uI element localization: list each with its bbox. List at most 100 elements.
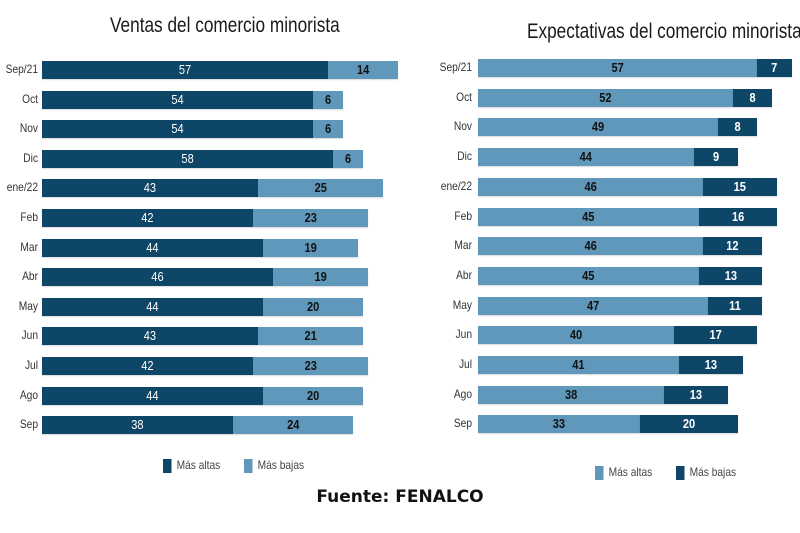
data-label: 6 (345, 150, 352, 166)
category-label: Dic (457, 149, 472, 164)
bar-segment-mas-altas (478, 118, 719, 137)
bar-segment-mas-altas (42, 357, 253, 375)
data-label: 46 (584, 238, 597, 254)
bar-segment-mas-bajas (262, 386, 364, 405)
data-label: 12 (726, 238, 739, 254)
data-label: 44 (579, 149, 592, 165)
legend-item: Más bajas (676, 465, 736, 480)
data-label: 42 (141, 210, 154, 225)
data-label: 20 (306, 298, 320, 314)
chart-title: Expectativas del comercio minorista (527, 20, 800, 43)
data-label: 24 (286, 417, 300, 433)
data-label: 46 (151, 269, 164, 285)
data-label: 6 (325, 91, 332, 107)
data-label: 54 (171, 91, 184, 107)
bar-segment-mas-bajas (732, 88, 772, 107)
data-label: 41 (572, 357, 585, 372)
category-label: Sep/21 (439, 60, 472, 74)
legend-label: Más altas (176, 458, 221, 472)
bar-segment-mas-bajas (313, 120, 344, 139)
data-label: 43 (143, 328, 157, 344)
legend-swatch (244, 458, 253, 473)
bar-segment-mas-altas (42, 61, 329, 79)
data-label: 13 (724, 267, 737, 283)
data-label: 23 (304, 358, 317, 373)
category-label: Feb (20, 210, 38, 224)
category-label: ene/22 (440, 178, 472, 193)
bar-segment-mas-bajas (639, 415, 738, 434)
data-label: 8 (749, 89, 756, 105)
category-label: Abr (22, 269, 38, 284)
data-label: 42 (141, 358, 154, 373)
data-label: 57 (178, 62, 192, 77)
data-label: 45 (582, 267, 595, 283)
bar-segment-mas-bajas (664, 385, 728, 404)
legend-swatch (595, 465, 604, 480)
bar-segment-mas-altas (478, 326, 674, 345)
bar-segment-mas-bajas (313, 90, 344, 109)
data-label: 54 (171, 121, 184, 137)
bar-segment-mas-bajas (693, 148, 738, 167)
data-label: 57 (611, 60, 624, 75)
category-label: May (18, 298, 38, 313)
data-label: 19 (314, 269, 327, 285)
data-label: 47 (586, 297, 600, 313)
category-label: Nov (453, 119, 472, 134)
legend: Más altas Más bajas (163, 458, 329, 473)
bar-segment-mas-bajas (698, 266, 763, 285)
bar-segment-mas-altas (478, 207, 699, 226)
category-label: May (452, 297, 472, 312)
bar-segment-mas-bajas (718, 118, 758, 137)
data-label: 14 (357, 62, 370, 77)
bar-segment-mas-bajas (252, 209, 369, 227)
data-label: 15 (733, 178, 747, 194)
bar-segment-mas-bajas (678, 356, 743, 374)
category-label: Oct (456, 89, 472, 104)
data-label: 40 (569, 327, 583, 343)
data-label: 13 (689, 386, 703, 402)
data-label: 43 (143, 180, 157, 196)
legend-label: Más altas (608, 465, 653, 479)
data-label: 44 (146, 298, 159, 314)
data-label: 20 (682, 416, 695, 432)
bar-segment-mas-altas (478, 177, 704, 196)
bar-segment-mas-altas (42, 386, 263, 405)
data-label: 38 (564, 386, 578, 402)
category-label: Sep/21 (5, 62, 38, 76)
category-label: Dic (23, 150, 38, 165)
data-label: 8 (734, 119, 741, 135)
legend-swatch (676, 465, 685, 480)
bar-segment-mas-altas (42, 416, 233, 435)
bar-segment-mas-bajas (703, 237, 763, 256)
category-label: Sep (453, 416, 472, 431)
data-label: 17 (709, 327, 722, 343)
data-label: 58 (181, 150, 194, 166)
category-label: Abr (456, 267, 472, 282)
bar-segment-mas-bajas (272, 268, 369, 287)
bar-segment-mas-bajas (262, 238, 359, 257)
category-label: Jul (24, 358, 38, 372)
data-label: 44 (146, 387, 159, 403)
data-label: 33 (552, 416, 565, 432)
bar-segment-mas-bajas (257, 327, 364, 346)
bar-segment-mas-altas (42, 327, 258, 346)
bar-segment-mas-bajas (708, 296, 763, 315)
bar-segment-mas-altas (42, 90, 314, 109)
category-label: ene/22 (6, 180, 39, 195)
data-label: 25 (314, 180, 327, 196)
bar-segment-mas-altas (478, 356, 679, 374)
category-label: Oct (22, 91, 38, 106)
data-label: 52 (599, 89, 612, 105)
data-label: 44 (146, 239, 159, 255)
category-label: Jun (21, 328, 38, 343)
category-label: Mar (454, 238, 472, 253)
bar-segment-mas-altas (478, 385, 665, 404)
bar-segment-mas-altas (42, 120, 314, 139)
bar-segment-mas-bajas (698, 207, 777, 226)
legend-swatch (163, 458, 172, 473)
data-label: 9 (712, 149, 719, 165)
legend-item: Más bajas (244, 458, 304, 473)
legend-label: Más bajas (257, 458, 305, 472)
category-label: Mar (20, 239, 38, 254)
bar-segment-mas-altas (478, 59, 758, 77)
